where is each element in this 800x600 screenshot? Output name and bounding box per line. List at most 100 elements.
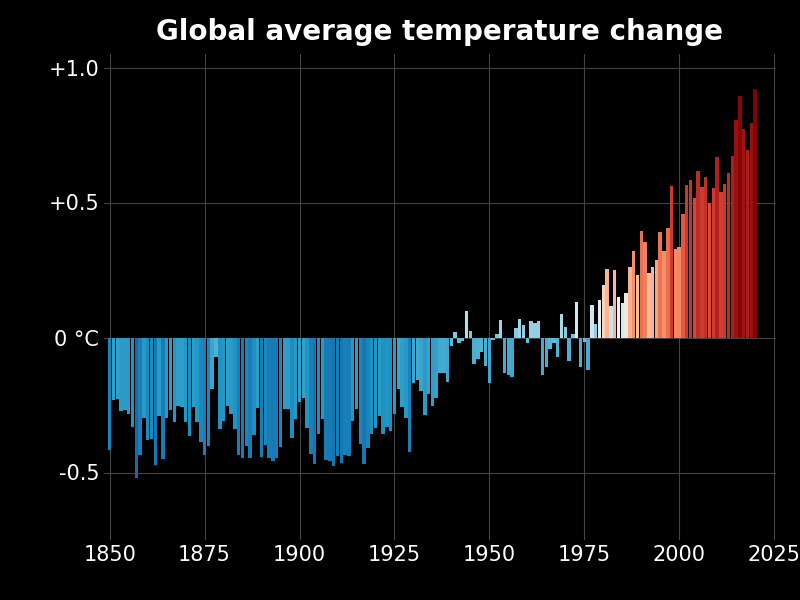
Bar xyxy=(184,337,187,422)
Bar xyxy=(510,337,514,377)
Bar xyxy=(382,337,385,434)
Bar xyxy=(210,337,214,389)
Bar xyxy=(488,337,491,383)
Bar xyxy=(609,307,613,337)
Bar xyxy=(321,337,324,419)
Bar xyxy=(161,337,165,459)
Bar xyxy=(146,337,150,440)
Bar xyxy=(621,304,624,337)
Bar xyxy=(138,337,142,455)
Bar xyxy=(712,188,715,337)
Bar xyxy=(412,337,415,383)
Bar xyxy=(506,337,510,375)
Bar xyxy=(674,250,677,337)
Bar xyxy=(571,334,574,337)
Bar xyxy=(632,251,635,337)
Bar xyxy=(237,337,241,455)
Bar xyxy=(662,251,666,337)
Bar xyxy=(264,337,267,445)
Bar xyxy=(697,171,700,337)
Bar xyxy=(351,337,354,421)
Bar xyxy=(354,337,358,409)
Bar xyxy=(234,337,237,430)
Bar xyxy=(286,337,290,409)
Bar xyxy=(575,302,578,337)
Bar xyxy=(127,337,130,414)
Bar xyxy=(450,337,453,346)
Bar xyxy=(708,203,711,337)
Bar xyxy=(514,328,518,337)
Bar xyxy=(343,337,346,455)
Bar xyxy=(366,337,370,448)
Bar xyxy=(206,337,210,446)
Bar xyxy=(454,332,457,337)
Bar xyxy=(730,156,734,337)
Bar xyxy=(563,327,567,337)
Bar xyxy=(324,337,328,460)
Bar xyxy=(685,185,689,337)
Bar xyxy=(119,337,122,411)
Bar xyxy=(590,305,594,337)
Bar xyxy=(617,297,620,337)
Bar xyxy=(654,260,658,337)
Bar xyxy=(241,337,244,458)
Bar xyxy=(613,270,616,337)
Bar xyxy=(154,337,157,465)
Bar xyxy=(461,337,465,341)
Bar xyxy=(678,247,681,337)
Bar xyxy=(317,337,320,434)
Bar xyxy=(430,337,434,406)
Bar xyxy=(560,314,563,337)
Bar xyxy=(465,311,468,337)
Bar xyxy=(282,337,286,409)
Bar xyxy=(173,337,176,422)
Bar xyxy=(469,331,472,337)
Bar xyxy=(358,337,362,443)
Bar xyxy=(666,229,670,337)
Bar xyxy=(598,300,601,337)
Bar xyxy=(499,320,502,337)
Bar xyxy=(491,337,495,340)
Bar xyxy=(310,337,313,454)
Bar xyxy=(628,268,631,337)
Bar xyxy=(408,337,411,452)
Bar xyxy=(578,337,582,367)
Bar xyxy=(362,337,366,464)
Bar xyxy=(347,337,350,456)
Bar xyxy=(556,337,559,357)
Bar xyxy=(738,96,742,337)
Bar xyxy=(567,337,570,361)
Bar xyxy=(522,325,526,337)
Bar xyxy=(374,337,377,428)
Bar xyxy=(404,337,407,418)
Bar xyxy=(446,337,450,382)
Bar xyxy=(199,337,202,442)
Bar xyxy=(442,337,446,373)
Bar xyxy=(332,337,335,466)
Bar xyxy=(606,269,609,337)
Bar xyxy=(230,337,233,414)
Bar xyxy=(582,337,586,342)
Bar xyxy=(594,324,598,337)
Bar xyxy=(195,337,198,422)
Bar xyxy=(328,337,332,461)
Bar xyxy=(336,337,339,456)
Bar xyxy=(188,337,191,436)
Bar xyxy=(419,337,422,391)
Bar xyxy=(222,337,226,421)
Bar xyxy=(226,337,229,406)
Bar xyxy=(423,337,426,415)
Bar xyxy=(537,322,541,337)
Bar xyxy=(267,337,271,458)
Bar xyxy=(624,293,628,337)
Bar xyxy=(746,150,750,337)
Bar xyxy=(647,273,650,337)
Bar xyxy=(552,337,556,343)
Bar xyxy=(150,337,153,439)
Bar xyxy=(651,268,654,337)
Bar xyxy=(715,157,719,337)
Bar xyxy=(541,337,544,375)
Bar xyxy=(252,337,256,435)
Bar xyxy=(750,122,753,337)
Bar xyxy=(636,275,639,337)
